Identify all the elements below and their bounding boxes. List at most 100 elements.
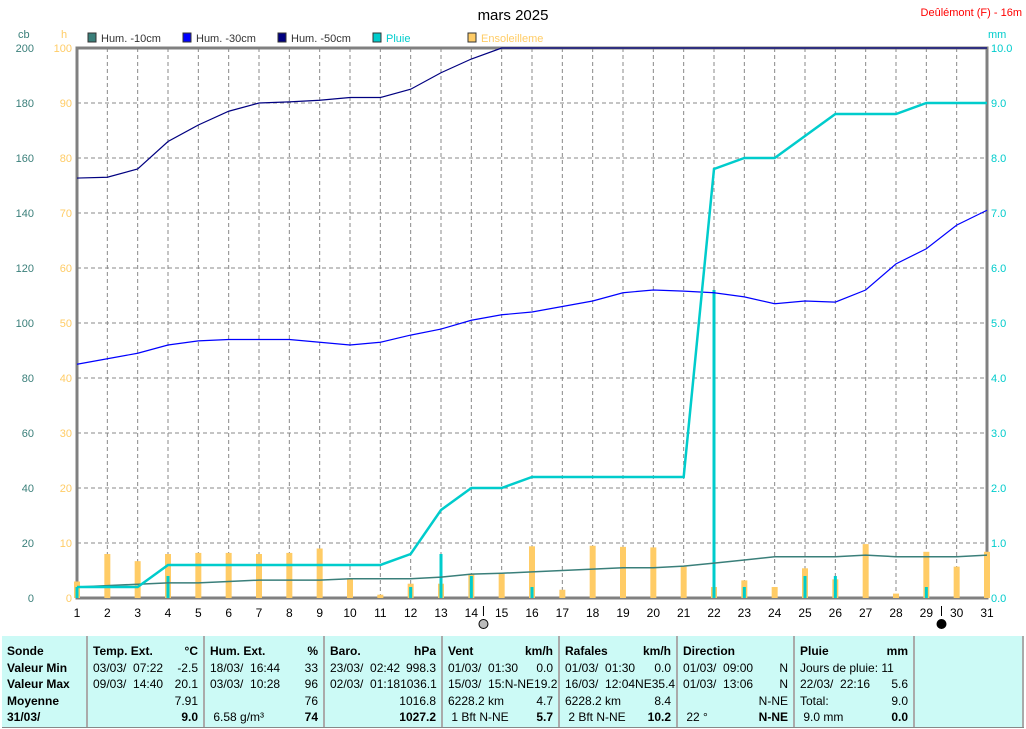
sunshine-bar [680, 566, 687, 598]
legend-swatch [87, 32, 97, 43]
cell-value: -2.5 [177, 660, 198, 675]
sunshine-bar [771, 587, 778, 598]
cell-value: 33 [304, 660, 318, 675]
sunshine-bar [589, 545, 596, 598]
cell-label: 2 Bft N-NE [565, 710, 626, 724]
cell-value: 0.0 [891, 710, 908, 724]
cell-value: 1016.8 [399, 693, 436, 708]
x-tick-label: 21 [677, 606, 691, 620]
y-tick-h: 20 [60, 483, 72, 495]
y-tick-h: 10 [60, 538, 72, 550]
table-row: 1016.8 [330, 694, 436, 711]
y-tick-mm: 1.0 [991, 538, 1006, 550]
y-tick-mm: 4.0 [991, 373, 1006, 385]
table-row: 01/03/ 01:30 0.0 [565, 661, 671, 678]
cell-label: 6228.2 km [565, 693, 622, 708]
table-row: 6228.2 km 8.4 [565, 694, 671, 711]
x-tick-label: 13 [434, 606, 448, 620]
x-tick-label: 3 [134, 606, 141, 620]
sunshine-bar [347, 578, 353, 598]
cell-label: Jours de pluie: 11 [800, 660, 894, 675]
table-row: 01/03/ 01:30 0.0 [448, 661, 553, 678]
table-row: Jours de pluie: 11 [800, 661, 908, 678]
table-row: 1027.2 [330, 710, 436, 727]
y-tick-h: 80 [60, 153, 72, 165]
cell-value: 4.7 [536, 693, 553, 708]
cell-value: 20.1 [174, 677, 198, 691]
table-row: 22/03/ 22:16 5.6 [800, 677, 908, 694]
cell-label: 01/03/ 01:30 [448, 660, 519, 675]
table-row: N-NE [683, 694, 788, 711]
sunshine-bar [559, 589, 566, 598]
table-column [915, 636, 1024, 727]
weather-chart: mars 2025 Deûlémont (F) - 16m cb h mm Hu… [16, 7, 1022, 629]
y-tick-cb: 100 [16, 318, 34, 330]
cell-label: 03/03/ 10:28 [210, 677, 281, 691]
x-tick-label: 20 [647, 606, 661, 620]
table-row: 6.58 g/m³ 74 [210, 710, 318, 727]
table-row: 02/03/ 01:18 1036.1 [330, 677, 437, 694]
x-tick-label: 28 [889, 606, 903, 620]
x-tick-label: 6 [225, 606, 232, 620]
daily-rain-bar [833, 576, 837, 598]
daily-rain-bar [712, 290, 716, 598]
cell-value: 1027.2 [399, 710, 436, 724]
y-tick-cb: 0 [28, 593, 34, 605]
cell-value: N [779, 660, 788, 675]
y-tick-mm: 10.0 [991, 43, 1012, 55]
cell-label: 31/03/ [7, 710, 41, 724]
sunshine-bar [984, 551, 990, 598]
table-row: 31/03/ [7, 710, 81, 727]
y-tick-h: 40 [60, 373, 72, 385]
cell-value: 76 [304, 693, 318, 708]
table-row: 03/03/ 10:28 96 [210, 677, 318, 694]
x-tick-label: 16 [525, 606, 539, 620]
new-moon-icon [936, 619, 947, 629]
cell-label: 22/03/ 22:16 [800, 677, 871, 691]
table-row: Baro. hPa [330, 644, 436, 661]
cell-label: Rafales [565, 644, 608, 658]
sunshine-bar [316, 548, 323, 598]
y-tick-h: 50 [60, 318, 72, 330]
x-tick-label: 19 [616, 606, 630, 620]
table-row: 1 Bft N-NE 5.7 [448, 710, 553, 727]
sunshine-bar [953, 566, 960, 598]
cell-value: mm [886, 644, 908, 658]
x-tick-label: 25 [798, 606, 812, 620]
full-moon-icon [478, 619, 489, 629]
hum-10cm-line [76, 554, 988, 588]
cell-value: 10.2 [647, 710, 671, 724]
table-row: 01/03/ 09:00 N [683, 661, 788, 678]
y-tick-h: 70 [60, 208, 72, 220]
y-tick-cb: 40 [22, 483, 34, 495]
cell-label: Total: [800, 693, 829, 708]
table-row: Vent km/h [448, 644, 553, 661]
cell-value: 9.0 [181, 710, 198, 724]
sunshine-bar [104, 554, 111, 598]
cell-value: hPa [413, 644, 436, 658]
legend-label: Ensoleilleme [481, 33, 543, 45]
legend-swatch [467, 32, 477, 43]
y-tick-cb: 140 [16, 208, 34, 220]
cell-label: 9.0 mm [800, 710, 844, 724]
x-tick-label: 8 [286, 606, 293, 620]
x-tick-label: 7 [256, 606, 263, 620]
x-tick-label: 12 [404, 606, 418, 620]
cell-label: 01/03/ 09:00 [683, 660, 754, 675]
y-tick-cb: 120 [16, 263, 34, 275]
sunshine-bar [498, 573, 505, 598]
x-tick-label: 24 [768, 606, 782, 620]
sunshine-bar [195, 552, 202, 598]
x-tick-label: 1 [74, 606, 81, 620]
y-tick-h: 30 [60, 428, 72, 440]
x-tick-label: 26 [829, 606, 843, 620]
cell-label: 15/03/ 15:N-NE [448, 677, 535, 691]
y-tick-mm: 7.0 [991, 208, 1006, 220]
hum-30cm-line [76, 209, 988, 365]
cell-label: Pluie [800, 644, 829, 658]
x-tick-label: 18 [586, 606, 600, 620]
table-column: Hum. Ext.% 18/03/ 16:44 33 03/03/ 10:28 96 76… [205, 636, 325, 727]
y-tick-mm: 0.0 [991, 593, 1006, 605]
sunshine-bar [225, 552, 232, 598]
y-tick-mm: 3.0 [991, 428, 1006, 440]
